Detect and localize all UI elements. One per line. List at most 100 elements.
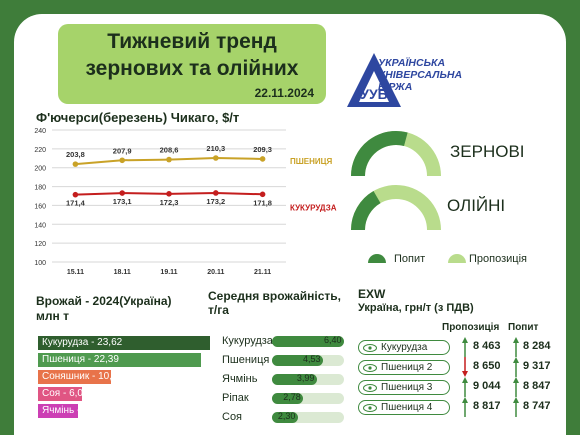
- exw-row: Пшениця 4 8 817 8 747: [358, 397, 556, 417]
- exw-col-supply: Пропозиція: [442, 322, 500, 333]
- yield-track: 3,99: [272, 373, 344, 385]
- harvest-bar: Пшениця - 22,39: [38, 353, 202, 367]
- yield-title-text: Середня врожайність, т/га: [208, 289, 341, 317]
- title-line-1: Тижневий тренд: [107, 30, 277, 53]
- yield-bar: [272, 412, 298, 423]
- yield-value-label: 6,40: [324, 335, 342, 345]
- exw-supply-value: 8 817: [473, 400, 501, 412]
- arrow-down-icon: [462, 357, 468, 377]
- y-tick-label: 220: [34, 147, 46, 154]
- data-point: [259, 156, 266, 162]
- x-tick-label: 15.11: [67, 269, 84, 276]
- y-tick-label: 240: [34, 128, 46, 135]
- eye-icon: [363, 364, 377, 372]
- exw-col-demand: Попит: [508, 322, 539, 333]
- y-tick-label: 180: [34, 185, 46, 192]
- grain-gauge-label: ЗЕРНОВІ: [450, 142, 525, 161]
- harvest-bar: Соняшник - 10,08: [38, 370, 123, 384]
- data-label: 210,3: [206, 144, 225, 153]
- arrow-up-icon: [462, 397, 468, 417]
- exw-demand-value: 9 317: [523, 360, 551, 372]
- supply-legend-icon: [448, 254, 466, 263]
- harvest-unit: млн т: [36, 309, 69, 323]
- legend-demand: Попит: [394, 253, 426, 265]
- report-date: 22.11.2024: [254, 86, 314, 100]
- yield-category-label: Кукурудза: [222, 335, 273, 347]
- infographic-card: Тижневий тренд зернових та олійних 22.11…: [14, 14, 566, 435]
- exw-commodity-name: Пшениця 4: [381, 402, 433, 413]
- series-name-label: ПШЕНИЦЯ: [290, 157, 332, 166]
- x-tick-label: 21.11: [254, 269, 271, 276]
- exw-name-pill: Пшениця 3: [358, 380, 450, 395]
- logo-line-1: УКРАЇНСЬКА: [378, 57, 446, 69]
- exw-name-pill: Кукурудза: [358, 340, 450, 355]
- yield-title: Середня врожайність, т/га: [208, 289, 348, 317]
- eye-icon: [363, 404, 377, 412]
- exchange-logo: УУБ: [347, 53, 401, 107]
- exw-commodity-name: Пшениця 2: [381, 362, 433, 373]
- data-label: 203,8: [66, 150, 85, 159]
- title-box: Тижневий тренд зернових та олійних 22.11…: [58, 24, 326, 104]
- yield-category-label: Соя: [222, 411, 243, 423]
- harvest-bar: Кукурудза - 23,62: [38, 336, 210, 350]
- data-label: 172,3: [160, 198, 179, 207]
- yield-value-label: 2,30: [277, 411, 296, 421]
- grain-gauge-demand-arc: [351, 131, 408, 177]
- exw-commodity-name: Пшениця 3: [381, 382, 433, 393]
- arrow-up-icon: [462, 337, 468, 357]
- y-tick-label: 100: [34, 260, 46, 267]
- yield-category-label: Ріпак: [222, 392, 249, 404]
- exw-supply-value: 9 044: [473, 380, 501, 392]
- arrow-up-icon: [513, 337, 519, 357]
- logo-triangle-icon: УУБ: [347, 53, 401, 107]
- y-tick-label: 160: [34, 203, 46, 210]
- futures-chart-title: Ф'ючерси(березень) Чикаго, $/т: [36, 110, 240, 125]
- data-point: [119, 190, 125, 196]
- logo-line-3: БІРЖА: [378, 81, 413, 93]
- arrow-up-icon: [513, 357, 519, 377]
- exw-row: Кукурудза 8 463 8 284: [358, 337, 556, 357]
- harvest-bar: Соя - 6,01: [38, 387, 89, 401]
- yield-bar: [272, 393, 304, 404]
- sentiment-gauges: [351, 131, 441, 231]
- exw-title: EXW: [358, 287, 386, 301]
- yield-value-label: 3,99: [296, 373, 315, 383]
- exw-supply-value: 8 463: [473, 340, 501, 352]
- eye-icon: [363, 344, 377, 352]
- x-tick-label: 20.11: [207, 269, 224, 276]
- exw-name-pill: Пшениця 2: [358, 360, 450, 375]
- series-name-label: КУКУРУДЗА: [290, 203, 337, 212]
- yield-bar: [272, 336, 344, 347]
- y-tick-label: 120: [34, 241, 46, 248]
- data-label: 173,1: [113, 197, 132, 206]
- data-point: [213, 155, 219, 161]
- yield-bar: [272, 374, 317, 385]
- yield-track: 6,40: [272, 335, 344, 347]
- yield-category-label: Ячмінь: [222, 373, 258, 385]
- legend-supply: Пропозиція: [469, 253, 527, 265]
- title-line-2: зернових та олійних: [85, 57, 299, 80]
- yield-track: 4,53: [272, 354, 344, 366]
- exw-demand-value: 8 284: [523, 340, 551, 352]
- oil-gauge-demand-arc: [351, 191, 381, 231]
- logo-line-2: УНІВЕРСАЛЬНА: [378, 69, 463, 81]
- data-point: [213, 190, 219, 196]
- yield-bar: [272, 355, 323, 366]
- y-tick-label: 140: [34, 222, 46, 229]
- exw-subtitle: Україна, грн/т (з ПДВ): [358, 302, 474, 314]
- data-label: 209,3: [253, 145, 272, 154]
- data-label: 208,6: [160, 146, 179, 155]
- data-point: [72, 161, 79, 167]
- x-tick-label: 18.11: [114, 269, 131, 276]
- data-label: 207,9: [113, 146, 132, 155]
- yield-track: 2,78: [272, 392, 344, 404]
- arrow-up-icon: [513, 397, 519, 417]
- eye-icon: [363, 384, 377, 392]
- x-tick-label: 19.11: [160, 269, 177, 276]
- exw-supply-value: 8 650: [473, 360, 501, 372]
- harvest-title: Врожай - 2024(Україна): [36, 294, 172, 308]
- data-point: [72, 191, 79, 198]
- oil-gauge-label: ОЛІЙНІ: [447, 196, 506, 215]
- futures-line-chart: 100 120 140 160 180 200 220 240 15.11 18.11 19.11 2…: [34, 128, 337, 276]
- y-tick-label: 200: [34, 166, 46, 173]
